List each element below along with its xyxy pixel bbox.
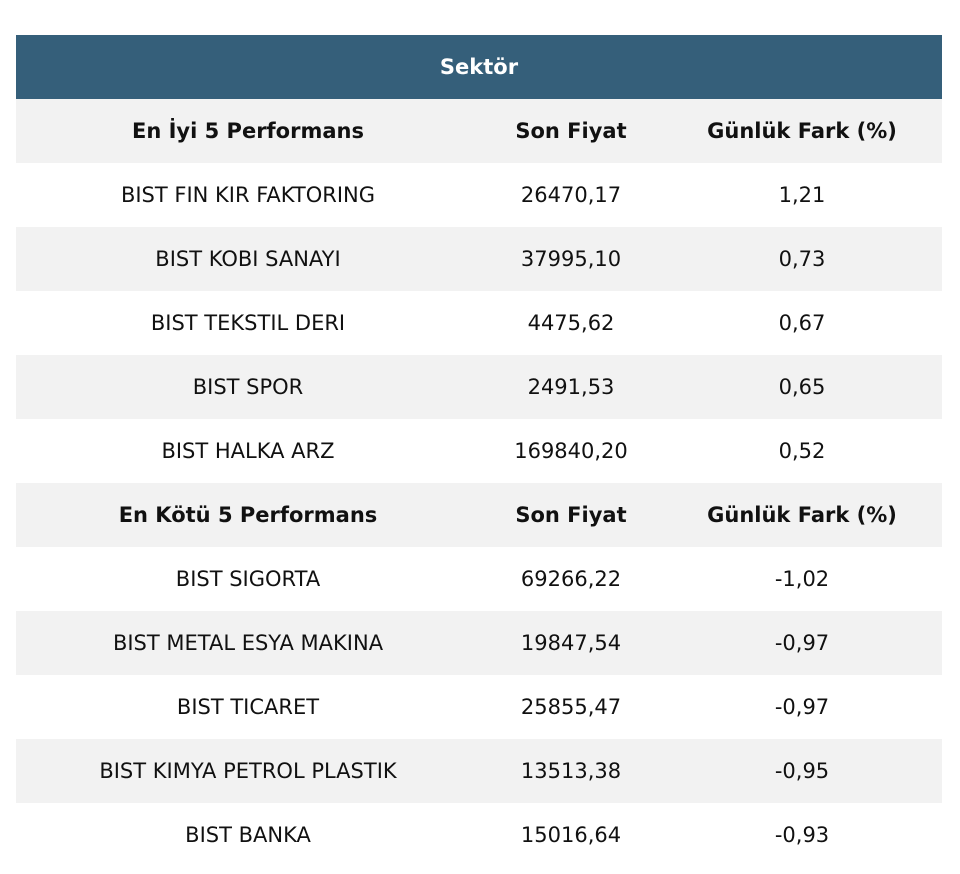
cell: 15016,64: [520, 823, 622, 847]
column-header: En Kötü 5 Performans: [118, 503, 378, 527]
cell: 37995,10: [520, 247, 622, 271]
column-header: Son Fiyat: [515, 503, 627, 527]
cell: BIST BANKA: [185, 823, 311, 847]
header-row: En Kötü 5 Performans Son Fiyat Günlük Fark…: [16, 483, 943, 547]
cell: 25855,47: [520, 695, 622, 719]
column-header: Günlük Fark (%): [707, 503, 897, 527]
data-row: BIST BANKA 15016,64 -0,93: [16, 803, 942, 867]
data-row: BIST TICARET 25855,47 -0,97: [16, 675, 942, 739]
cell: -0,95: [774, 759, 830, 783]
cell: BIST KIMYA PETROL PLASTIK: [99, 759, 397, 783]
data-row: BIST SPOR 2491,53 0,65: [16, 355, 943, 419]
cell: 0,65: [778, 375, 826, 399]
data-row: BIST METAL ESYA MAKINA 19847,54 -0,97: [16, 611, 943, 675]
column-header: Günlük Fark (%): [707, 119, 897, 143]
cell: BIST SPOR: [192, 375, 304, 399]
cell: 26470,17: [520, 183, 622, 207]
column-header: Son Fiyat: [515, 119, 627, 143]
cell: BIST HALKA ARZ: [161, 439, 335, 463]
cell: BIST SIGORTA: [175, 567, 321, 591]
data-row: BIST FIN KIR FAKTORING 26470,17 1,21: [16, 163, 942, 227]
data-row: BIST TEKSTIL DERI 4475,62 0,67: [16, 291, 942, 355]
cell: BIST KOBI SANAYI: [155, 247, 341, 271]
cell: -0,97: [774, 631, 830, 655]
cell: BIST METAL ESYA MAKINA: [112, 631, 384, 655]
cell: 2491,53: [527, 375, 615, 399]
cell: BIST TEKSTIL DERI: [150, 311, 346, 335]
cell: 0,73: [778, 247, 826, 271]
cell: 4475,62: [527, 311, 615, 335]
table-title: Sektör: [16, 35, 943, 99]
data-row: BIST KOBI SANAYI 37995,10 0,73: [16, 227, 943, 291]
cell: BIST TICARET: [176, 695, 320, 719]
data-row: BIST SIGORTA 69266,22 -1,02: [16, 547, 942, 611]
data-row: BIST KIMYA PETROL PLASTIK 13513,38 -0,95: [16, 739, 943, 803]
title-row: Sektör: [16, 35, 943, 99]
cell: 0,52: [778, 439, 826, 463]
cell: 13513,38: [520, 759, 622, 783]
sector-table: Sektör En İyi 5 Performans Son Fiyat Günlü…: [16, 35, 943, 867]
cell: 1,21: [778, 183, 826, 207]
cell: 69266,22: [520, 567, 622, 591]
cell: -0,97: [774, 695, 830, 719]
column-header: En İyi 5 Performans: [132, 119, 364, 143]
cell: BIST FIN KIR FAKTORING: [120, 183, 376, 207]
header-row: En İyi 5 Performans Son Fiyat Günlük Fark …: [16, 99, 943, 163]
cell: 0,67: [778, 311, 826, 335]
cell: 169840,20: [514, 439, 628, 463]
cell: -0,93: [774, 823, 830, 847]
data-row: BIST HALKA ARZ 169840,20 0,52: [16, 419, 942, 483]
cell: 19847,54: [520, 631, 622, 655]
cell: -1,02: [774, 567, 830, 591]
